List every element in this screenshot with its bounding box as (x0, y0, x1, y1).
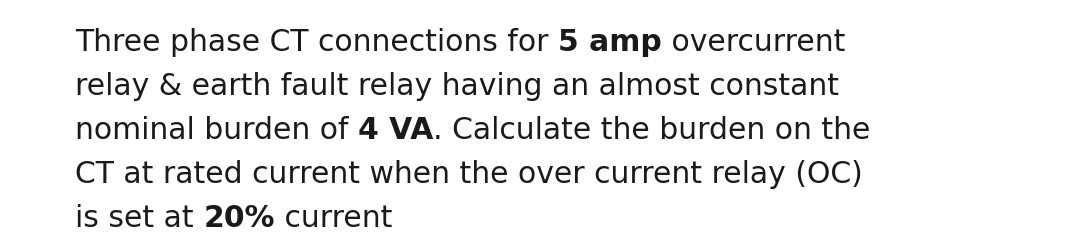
Text: 5 amp: 5 amp (558, 28, 662, 57)
Text: . Calculate the burden on the: . Calculate the burden on the (433, 115, 870, 144)
Text: relay & earth fault relay having an almost constant: relay & earth fault relay having an almo… (75, 72, 839, 101)
Text: nominal burden of: nominal burden of (75, 115, 357, 144)
Text: is set at: is set at (75, 203, 203, 232)
Text: current: current (274, 203, 392, 232)
Text: overcurrent: overcurrent (662, 28, 846, 57)
Text: Three phase CT connections for: Three phase CT connections for (75, 28, 558, 57)
Text: CT at rated current when the over current relay (OC): CT at rated current when the over curren… (75, 159, 863, 188)
Text: 20%: 20% (203, 203, 274, 232)
Text: 4 VA: 4 VA (357, 115, 433, 144)
